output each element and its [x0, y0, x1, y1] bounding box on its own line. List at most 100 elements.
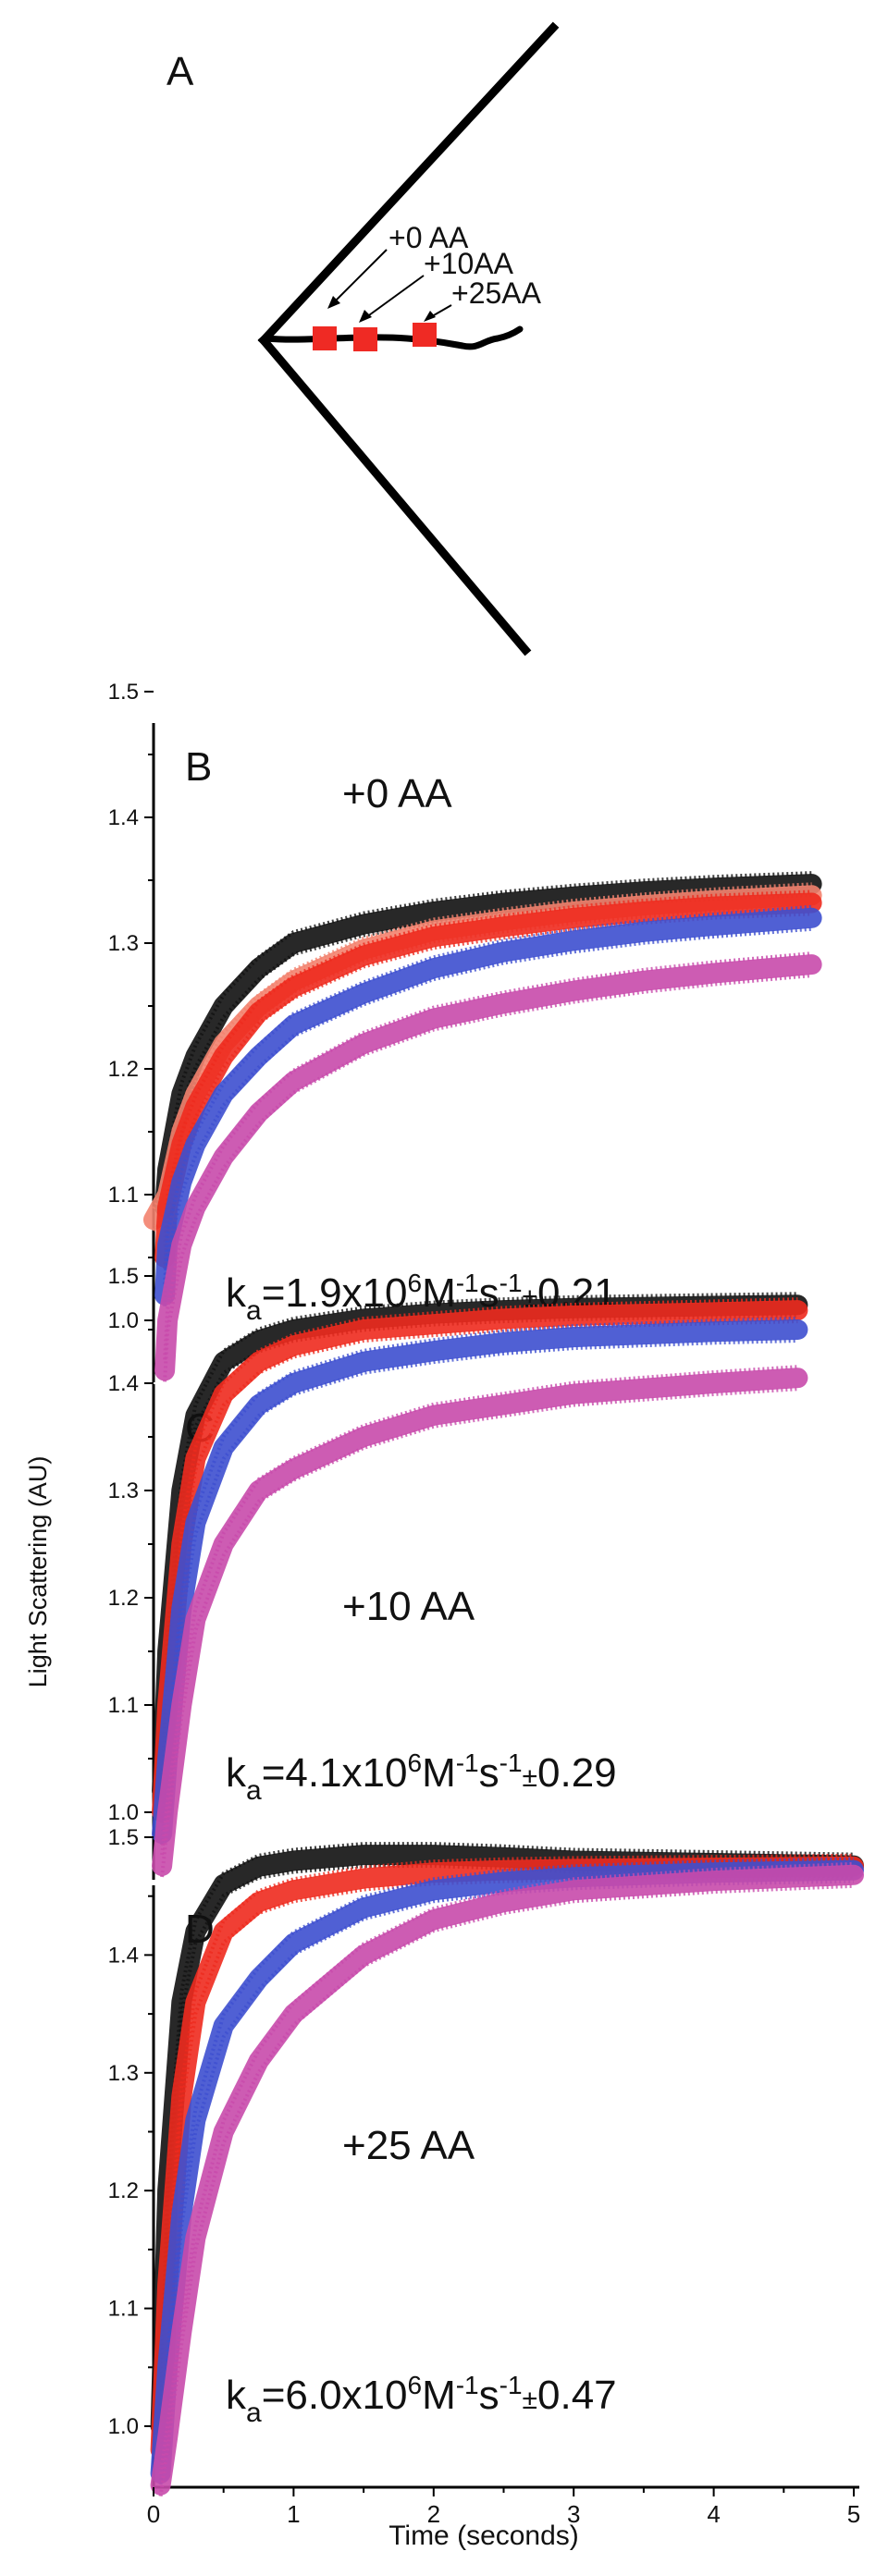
rate-sub: a [246, 1775, 262, 1806]
arrow-10aa [362, 275, 425, 321]
series-magenta-lower-noise [160, 1387, 798, 1878]
y-tick-label: 1.1 [108, 1693, 139, 1718]
y-tick-label: 1.5 [108, 680, 139, 705]
rate-sup2: -1 [500, 1748, 523, 1777]
y-tick-label: 1.5 [108, 1825, 139, 1850]
peptide-tail [263, 325, 524, 350]
rate-sup1: -1 [456, 1748, 479, 1777]
label-0aa: +0 AA [388, 221, 469, 254]
rate-pm: ± [523, 2385, 537, 2415]
series-red [154, 892, 822, 1268]
rate-main: k [226, 1750, 247, 1796]
y-tick-label: 1.0 [108, 2414, 139, 2439]
annotation-c: +10 AA [342, 1584, 475, 1629]
v-arm-lower [257, 334, 532, 656]
x-tick-label: 1 [287, 2500, 300, 2528]
rate-main: k [226, 2373, 247, 2418]
annotation-b: +0 AA [342, 771, 452, 816]
series-magenta-upper-noise [158, 1861, 855, 2474]
series-black-upper-noise [160, 1292, 798, 1780]
series-red-upper-noise [160, 1297, 798, 1802]
marker-10aa [353, 327, 377, 351]
series-blue-lower-noise [158, 1879, 855, 2485]
y-tick-label: 1.3 [108, 1478, 139, 1503]
series-black-upper-noise [158, 1842, 855, 2416]
y-tick-label: 1.5 [108, 1264, 139, 1289]
rate-err: 0.29 [537, 1750, 617, 1796]
x-axis-label: Time (seconds) [388, 2521, 579, 2551]
rate-sub: a [246, 2398, 262, 2428]
rate-sup2: -1 [500, 1269, 523, 1297]
arrow-25aa-head [424, 311, 436, 322]
rate-err: 0.47 [537, 2373, 617, 2418]
rate-unit2: s [479, 1750, 500, 1796]
y-tick-label: 1.3 [108, 931, 139, 956]
rate-exp: 6 [408, 1269, 423, 1297]
y-tick-label: 1.2 [108, 1057, 139, 1082]
y-axis-label: Light Scattering (AU) [24, 1456, 52, 1688]
rate-unit1: M [422, 1750, 456, 1796]
x-tick-label: 0 [147, 2500, 160, 2528]
series-black-lower-noise [158, 1864, 855, 2438]
chart-panel-b: 1.01.11.21.31.41.5B+0 AAka=1.9x106M-1s-1… [108, 680, 822, 1382]
annotation-d: +25 AA [342, 2123, 475, 2168]
v-arm-upper [257, 21, 560, 347]
series-blue-lower-noise [163, 926, 812, 1306]
series-magenta [154, 954, 822, 1381]
arrow-0aa [330, 249, 388, 306]
y-tick-label: 1.0 [108, 1800, 139, 1825]
series-magenta-lower-noise [158, 1883, 855, 2496]
x-axis-ticks: 0 1 2 3 4 5 [147, 2487, 860, 2528]
series-red [150, 1856, 864, 2460]
arrow-10aa-head [359, 310, 372, 323]
label-10aa: +10AA [424, 247, 514, 280]
x-tick-label: 5 [847, 2500, 860, 2528]
y-tick-label: 1.1 [108, 1183, 139, 1208]
marker-0aa [313, 326, 337, 350]
y-tick-label: 1.4 [108, 805, 139, 830]
series-magenta [152, 1368, 808, 1876]
rate-sup1: -1 [456, 2371, 479, 2399]
panel-a: A +0 AA +10AA +25AA [166, 21, 560, 656]
y-tick-label: 1.3 [108, 2061, 139, 2086]
chart-panel-c: 1.01.11.21.31.41.5C+10 AAka=4.1x106M-1s-… [108, 1264, 808, 1880]
rate-sup1: -1 [456, 1269, 479, 1297]
chart-panel-d: 1.01.11.21.31.41.5D+25 AAka=6.0x106M-1s-… [108, 1825, 864, 2496]
panel-a-letter: A [166, 49, 194, 94]
rate-exp: 6 [408, 1748, 423, 1777]
rate-sup2: -1 [500, 2371, 523, 2399]
x-tick-label: 3 [567, 2500, 580, 2528]
rate-main: k [226, 1270, 247, 1316]
panel-letter-b: B [185, 744, 212, 790]
y-tick-label: 1.2 [108, 2178, 139, 2203]
series-magenta-upper-noise [160, 1365, 798, 1856]
rate-constant-c: ka=4.1x106M-1s-1±0.29 [226, 1748, 617, 1806]
y-tick-label: 1.0 [108, 1308, 139, 1333]
series-red-upper-noise [158, 1853, 855, 2439]
series-red [152, 1300, 808, 1822]
series-black-upper-noise [163, 871, 812, 1196]
y-tick-label: 1.2 [108, 1586, 139, 1611]
rate-text: =6.0x10 [262, 2373, 408, 2418]
y-tick-label: 1.1 [108, 2297, 139, 2322]
y-tick-label: 1.4 [108, 1371, 139, 1396]
x-tick-label: 4 [707, 2500, 720, 2528]
rate-text: =4.1x10 [262, 1750, 408, 1796]
series-blue-upper-noise [158, 1857, 855, 2463]
rate-constant-d: ka=6.0x106M-1s-1±0.47 [226, 2371, 617, 2428]
y-tick-label: 1.4 [108, 1943, 139, 1968]
rate-exp: 6 [408, 2371, 423, 2399]
chart-panels: 1.01.11.21.31.41.5B+0 AAka=1.9x106M-1s-1… [108, 680, 864, 2528]
label-25aa: +25AA [451, 276, 542, 310]
x-tick-label: 2 [427, 2500, 440, 2528]
rate-unit1: M [422, 2373, 456, 2418]
series-blue [154, 907, 822, 1306]
arrow-0aa-head [327, 296, 340, 309]
rate-unit2: s [479, 2373, 500, 2418]
series-red-upper-noise [163, 889, 812, 1247]
marker-25aa [413, 323, 437, 347]
series-black [150, 1845, 864, 2436]
rate-sub: a [246, 1295, 262, 1326]
series-blue-upper-noise [163, 904, 812, 1284]
